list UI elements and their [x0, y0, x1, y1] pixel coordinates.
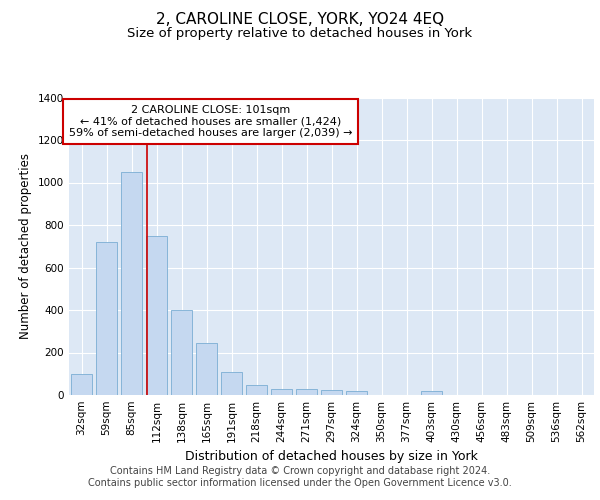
- Bar: [346, 391, 367, 395]
- X-axis label: Distribution of detached houses by size in York: Distribution of detached houses by size …: [185, 450, 478, 464]
- Bar: [421, 391, 442, 395]
- Bar: [221, 372, 242, 395]
- Text: 2 CAROLINE CLOSE: 101sqm
← 41% of detached houses are smaller (1,424)
59% of sem: 2 CAROLINE CLOSE: 101sqm ← 41% of detach…: [69, 105, 353, 138]
- Y-axis label: Number of detached properties: Number of detached properties: [19, 153, 32, 340]
- Bar: [246, 385, 267, 395]
- Bar: [71, 374, 92, 395]
- Text: Contains public sector information licensed under the Open Government Licence v3: Contains public sector information licen…: [88, 478, 512, 488]
- Bar: [196, 343, 217, 395]
- Bar: [146, 236, 167, 395]
- Bar: [96, 242, 117, 395]
- Bar: [321, 390, 342, 395]
- Bar: [171, 310, 192, 395]
- Text: 2, CAROLINE CLOSE, YORK, YO24 4EQ: 2, CAROLINE CLOSE, YORK, YO24 4EQ: [156, 12, 444, 28]
- Text: Contains HM Land Registry data © Crown copyright and database right 2024.: Contains HM Land Registry data © Crown c…: [110, 466, 490, 476]
- Bar: [121, 172, 142, 395]
- Text: Size of property relative to detached houses in York: Size of property relative to detached ho…: [127, 28, 473, 40]
- Bar: [271, 390, 292, 395]
- Bar: [296, 388, 317, 395]
